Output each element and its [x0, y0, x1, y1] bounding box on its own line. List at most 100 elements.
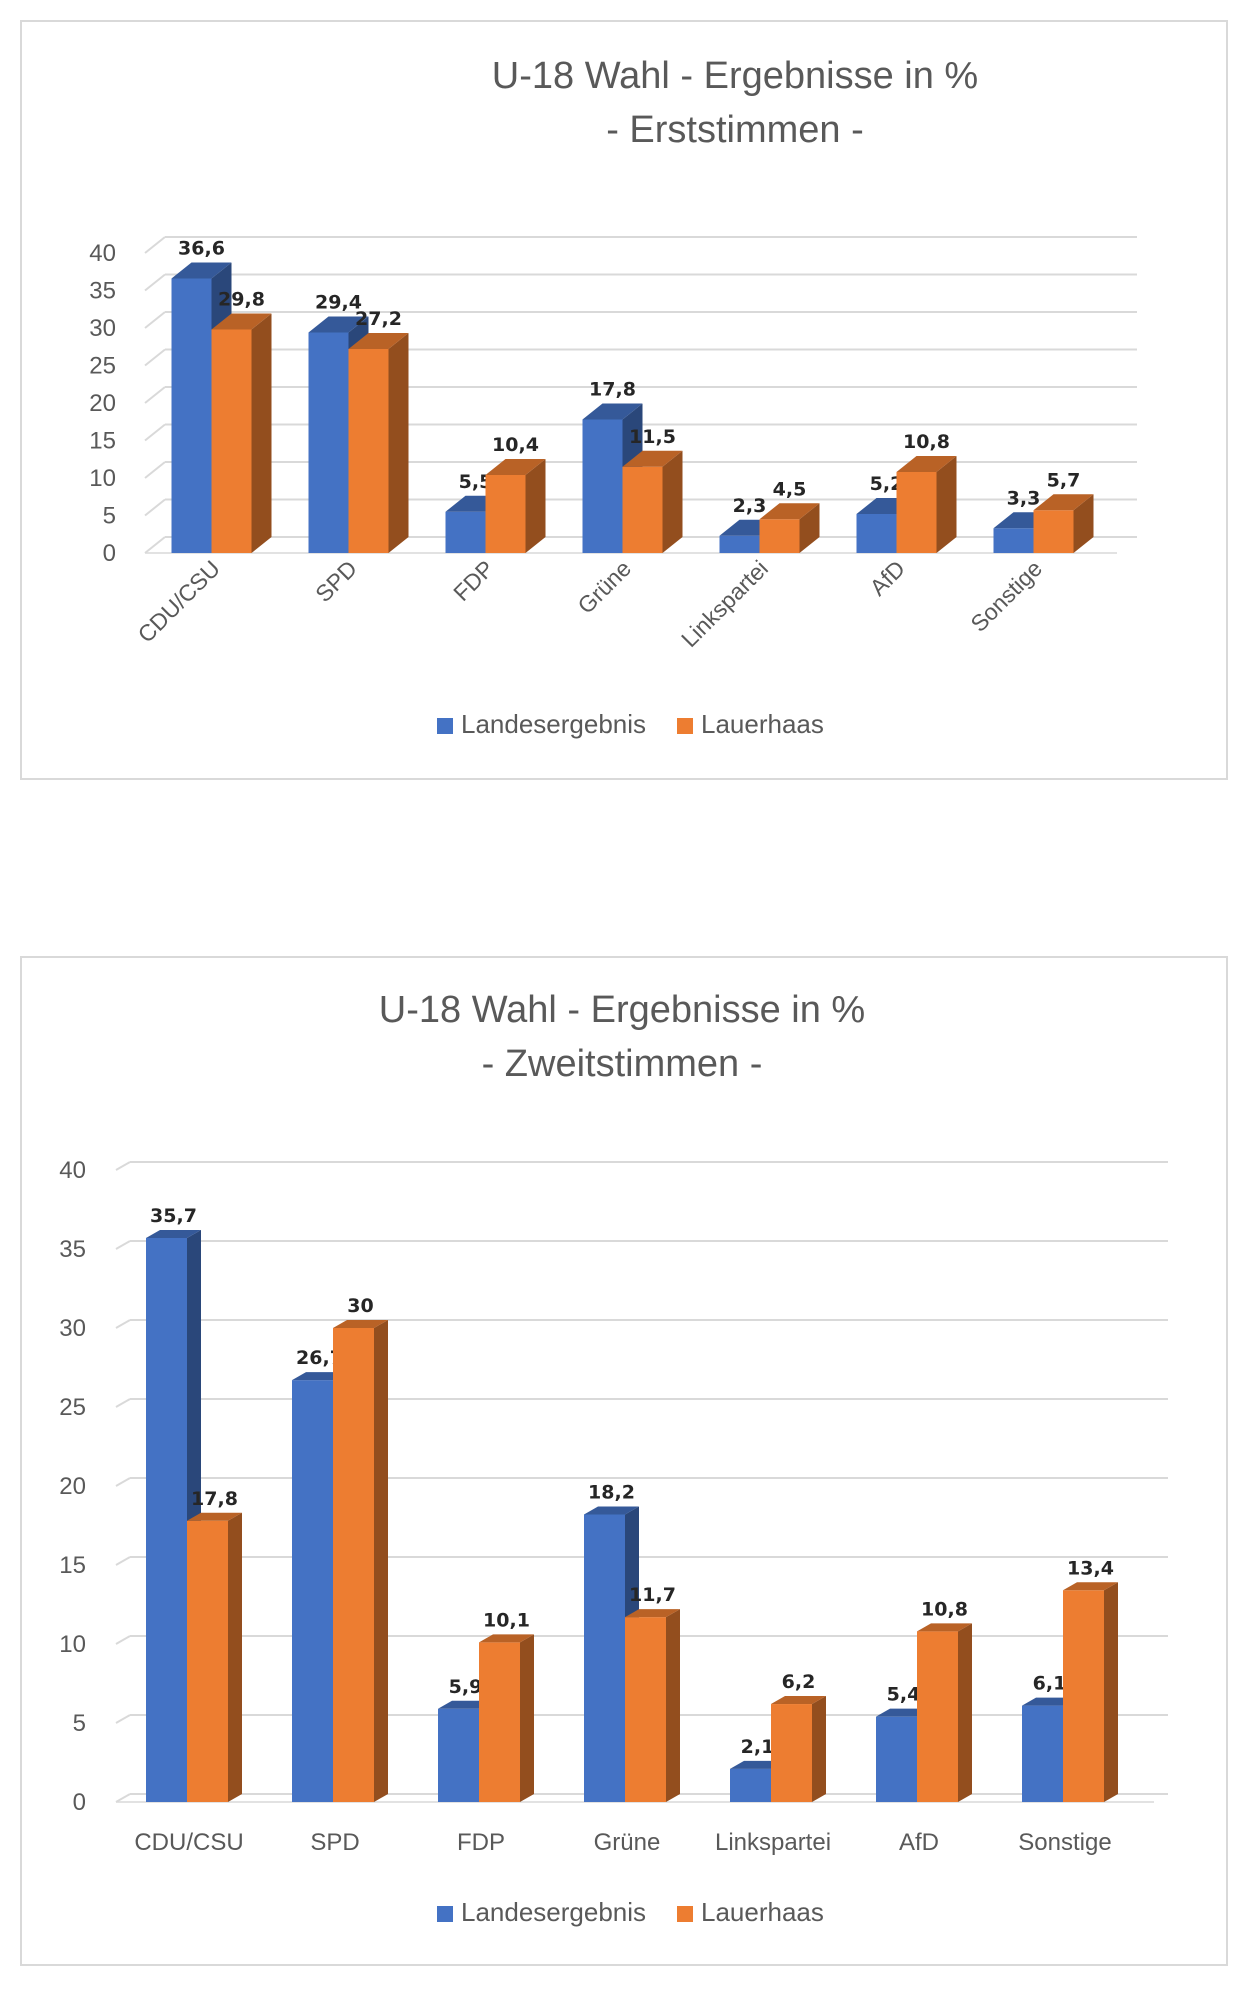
y-tick-label: 10 [89, 465, 116, 492]
legend-label: Lauerhaas [701, 1897, 824, 1927]
data-label: 2,1 [741, 1736, 775, 1758]
gridline-side [144, 386, 166, 404]
gridline-side [115, 1714, 131, 1724]
data-label: 6,2 [782, 1671, 816, 1693]
y-tick-label: 35 [59, 1236, 86, 1263]
data-label: 17,8 [589, 379, 636, 401]
chart-zweitstimmen: U-18 Wahl - Ergebnisse in % - Zweitstimme… [20, 956, 1228, 1966]
gridline-side [144, 461, 166, 479]
category-label: SPD [310, 1829, 359, 1856]
bar-top [625, 1609, 680, 1618]
data-label: 10,8 [921, 1598, 968, 1620]
bar-top [896, 456, 957, 472]
bar-side [525, 459, 546, 553]
bar-side [799, 503, 820, 553]
bar-landesergebnis [308, 332, 349, 553]
bar-side [666, 1609, 680, 1802]
data-label: 11,5 [629, 426, 676, 448]
legend-swatch [437, 718, 453, 734]
bar-side [520, 1634, 534, 1802]
bar-side [936, 456, 957, 553]
y-tick-label: 15 [59, 1552, 86, 1579]
legend-swatch [437, 1906, 453, 1922]
data-label: 11,7 [629, 1584, 676, 1606]
bar-side [1104, 1582, 1118, 1802]
data-label: 13,4 [1067, 1557, 1114, 1579]
gridline-side [115, 1319, 131, 1329]
chart-subtitle: - Zweitstimmen - [482, 1043, 763, 1085]
bar-landesergebnis [584, 1514, 625, 1802]
y-tick-label: 5 [103, 503, 116, 530]
gridline-side [144, 311, 166, 329]
category-label: CDU/CSU [134, 1829, 243, 1856]
data-label: 5,5 [459, 471, 493, 493]
chart-title: U-18 Wahl - Ergebnisse in % [379, 989, 865, 1031]
gridline-side [144, 348, 166, 367]
bar-landesergebnis [876, 1716, 917, 1802]
data-label: 18,2 [588, 1481, 635, 1503]
data-label: 5,2 [870, 473, 904, 495]
bar-top [333, 1320, 388, 1328]
gridline-side [115, 1635, 131, 1645]
bar-lauerhaas [917, 1631, 958, 1802]
category-label: Sonstige [965, 555, 1047, 637]
bar-landesergebnis [445, 511, 486, 553]
y-tick-label: 0 [73, 1789, 86, 1816]
category-label: AfD [865, 555, 910, 600]
data-label: 2,3 [733, 495, 767, 517]
data-label: 27,2 [355, 308, 402, 330]
y-tick-label: 40 [59, 1157, 86, 1184]
bar-top [211, 313, 272, 330]
bar-lauerhaas [485, 475, 526, 553]
bar-top [771, 1696, 826, 1705]
y-tick-label: 25 [89, 353, 116, 380]
category-label: FDP [457, 1829, 505, 1856]
bar-lauerhaas [1063, 1590, 1104, 1802]
data-label: 10,8 [903, 431, 950, 453]
bar-top [584, 1506, 639, 1515]
bar-top [622, 450, 683, 467]
bar-top [1063, 1582, 1118, 1591]
data-label: 3,3 [1007, 487, 1041, 509]
bar-top [917, 1623, 972, 1632]
bar-landesergebnis [730, 1768, 771, 1802]
data-label: 35,7 [150, 1205, 197, 1227]
category-label: FDP [448, 555, 499, 606]
category-label: Sonstige [1018, 1829, 1111, 1856]
legend-label: Landesergebnis [461, 709, 646, 739]
legend-swatch [677, 718, 693, 734]
data-label: 36,6 [178, 238, 225, 260]
y-tick-label: 10 [59, 1631, 86, 1658]
chart-title: U-18 Wahl - Ergebnisse in % [492, 55, 978, 97]
data-label: 4,5 [773, 478, 807, 500]
bar-side [1073, 494, 1094, 553]
bar-side [374, 1320, 388, 1802]
bar-landesergebnis [993, 528, 1034, 553]
data-label: 5,9 [449, 1676, 483, 1698]
bar-landesergebnis [719, 535, 760, 553]
bar-lauerhaas [622, 466, 663, 553]
bar-lauerhaas [211, 329, 252, 553]
gridline-side [115, 1240, 131, 1250]
gridline-side [144, 236, 166, 254]
gridline-side [115, 1793, 131, 1803]
chart-zweitstimmen-svg: U-18 Wahl - Ergebnisse in % - Zweitstimme… [59, 989, 1168, 1927]
bar-lauerhaas [896, 472, 937, 553]
bar-side [662, 450, 683, 553]
category-label: Linkspartei [715, 1829, 831, 1856]
bar-top [171, 262, 232, 279]
bar-top [485, 459, 546, 475]
bar-top [348, 333, 409, 349]
chart-erststimmen-svg: U-18 Wahl - Ergebnisse in % - Erststimmen… [89, 55, 1137, 739]
category-label: SPD [310, 555, 362, 607]
bar-lauerhaas [625, 1617, 666, 1802]
category-label: Linkspartei [676, 555, 773, 652]
chart-erststimmen: U-18 Wahl - Ergebnisse in % - Erststimmen… [20, 20, 1228, 780]
bar-top [479, 1634, 534, 1643]
bar-landesergebnis [1022, 1705, 1063, 1802]
chart-subtitle: - Erststimmen - [606, 109, 864, 151]
category-label: AfD [899, 1829, 939, 1856]
bar-lauerhaas [348, 349, 389, 553]
data-label: 6,1 [1033, 1673, 1067, 1695]
y-tick-label: 5 [73, 1710, 86, 1737]
